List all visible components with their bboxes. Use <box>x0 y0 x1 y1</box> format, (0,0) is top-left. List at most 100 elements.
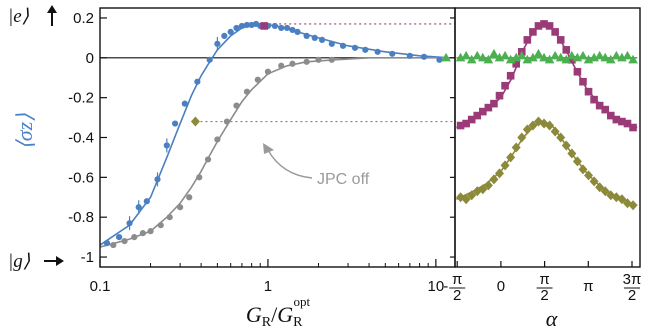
data-point-right-s1 <box>461 194 471 205</box>
y-tick-label: -0.2 <box>68 90 94 107</box>
data-point-right-s0 <box>484 103 493 112</box>
data-point-right-s0 <box>573 67 582 76</box>
data-point-right-s1 <box>495 168 505 179</box>
data-point-left-s1 <box>315 56 322 63</box>
data-point-right-s1 <box>506 152 516 163</box>
data-point-left-s1 <box>264 68 272 75</box>
data-point-right-s2 <box>472 50 483 60</box>
x-tick-label-right: 0 <box>497 278 505 295</box>
data-point-left-s0 <box>420 53 428 60</box>
x-tick-label-sign: - <box>443 278 448 295</box>
y-tick-label: 0 <box>86 50 94 67</box>
data-point-right-s2 <box>561 54 572 64</box>
data-point-right-s1 <box>556 132 566 143</box>
data-point-left-s0 <box>194 78 201 85</box>
data-point-right-s1 <box>483 180 493 191</box>
x-tick-label: 0.1 <box>90 278 111 295</box>
data-point-right-s2 <box>594 50 605 60</box>
data-point-left-s0 <box>289 26 296 34</box>
data-point-left-s1 <box>166 214 173 221</box>
right-frame <box>454 7 641 268</box>
data-point-right-s2 <box>533 48 544 58</box>
y-axis-label: ⟨σz⟩ <box>12 113 37 150</box>
data-point-left-s0 <box>283 24 291 32</box>
data-point-right-s0 <box>506 71 515 80</box>
data-point-left-s0 <box>318 36 326 43</box>
data-point-right-s0 <box>467 115 476 124</box>
data-point-left-s0 <box>374 48 381 55</box>
data-point-left-s0 <box>294 28 301 36</box>
data-point-left-s1 <box>177 204 184 211</box>
data-point-left-s0 <box>278 24 285 32</box>
data-point-right-s0 <box>590 95 598 104</box>
fit-curve-left-1 <box>99 57 450 248</box>
data-point-right-s2 <box>483 54 494 64</box>
data-point-right-s1 <box>517 132 527 143</box>
data-point-left-s0 <box>181 100 188 107</box>
ground-state-label: |g⟩ <box>8 251 31 272</box>
data-point-right-s0 <box>629 123 637 132</box>
data-point-right-s1 <box>500 160 510 171</box>
data-point-left-s0 <box>436 56 443 63</box>
data-point-left-s0 <box>221 32 228 39</box>
x-tick-label: 10 <box>428 278 445 295</box>
x-tick-label: 1 <box>264 278 272 295</box>
annotation-jpc-off: JPC off <box>317 171 370 188</box>
data-point-left-s1 <box>223 118 231 125</box>
x-tick-label-right: π <box>583 278 593 295</box>
data-point-right-s0 <box>623 119 632 128</box>
x-tick-label-denominator: 2 <box>453 287 461 304</box>
data-point-left-s0 <box>233 24 240 32</box>
data-point-left-s1 <box>214 136 221 143</box>
data-point-left-s1 <box>233 102 240 109</box>
x-tick-label-numerator: π <box>539 271 549 288</box>
labels: ⟨σz⟩ |e⟩ |g⟩ JPC off GR/GRopt α <box>8 5 558 331</box>
y-tick-label: -0.6 <box>68 169 94 186</box>
x-tick-label-numerator: π <box>452 271 462 288</box>
data-point-right-s0 <box>473 111 482 120</box>
excited-arrowhead-icon <box>47 5 57 13</box>
data-point-left-s1 <box>328 56 335 63</box>
data-point-right-s0 <box>534 22 543 30</box>
data-point-right-s1 <box>589 176 599 187</box>
data-point-right-s1 <box>600 186 610 197</box>
data-point-left-s1 <box>147 228 154 235</box>
data-point-right-s2 <box>611 50 622 60</box>
data-point-left-s0 <box>303 32 310 39</box>
data-point-right-s2 <box>466 54 477 64</box>
data-point-right-s1 <box>511 142 521 153</box>
data-point-right-s2 <box>605 54 616 64</box>
data-point-right-s0 <box>540 20 548 28</box>
data-point-left-s2 <box>260 22 268 30</box>
data-point-right-s0 <box>584 87 593 96</box>
data-point-left-s1 <box>110 241 117 249</box>
data-point-right-s0 <box>523 36 532 44</box>
annotation-arrow <box>267 149 313 179</box>
data-point-right-s0 <box>579 77 587 86</box>
data-point-right-s1 <box>595 182 605 193</box>
right-panel: - π20 π2π 3π2 <box>443 7 641 304</box>
data-point-left-s1 <box>139 230 146 237</box>
data-point-right-s0 <box>562 46 571 54</box>
data-point-right-s1 <box>550 126 560 137</box>
data-point-left-s1 <box>186 194 193 201</box>
y-tick-label: -0.4 <box>68 130 94 147</box>
data-point-left-s1 <box>254 76 261 83</box>
data-point-left-s4 <box>441 52 451 62</box>
y-tick-label: -0.8 <box>68 209 94 226</box>
data-point-left-s0 <box>135 204 142 211</box>
data-point-right-s0 <box>512 59 521 68</box>
data-point-right-s0 <box>595 101 604 110</box>
data-point-left-s1 <box>289 60 296 67</box>
data-point-right-s1 <box>478 184 488 195</box>
data-point-right-s0 <box>501 81 509 90</box>
x-tick-label-denominator: 2 <box>628 287 636 304</box>
data-point-right-s1 <box>522 124 532 135</box>
left-panel: 0.2 0 -0.2 -0.4 -0.6 -0.8 -1 0.1 1 10 <box>68 7 456 295</box>
data-point-right-s0 <box>495 91 504 100</box>
data-point-right-s0 <box>612 115 621 124</box>
data-point-right-s2 <box>478 52 488 62</box>
data-point-right-s2 <box>544 54 555 64</box>
data-point-right-s1 <box>572 156 582 167</box>
